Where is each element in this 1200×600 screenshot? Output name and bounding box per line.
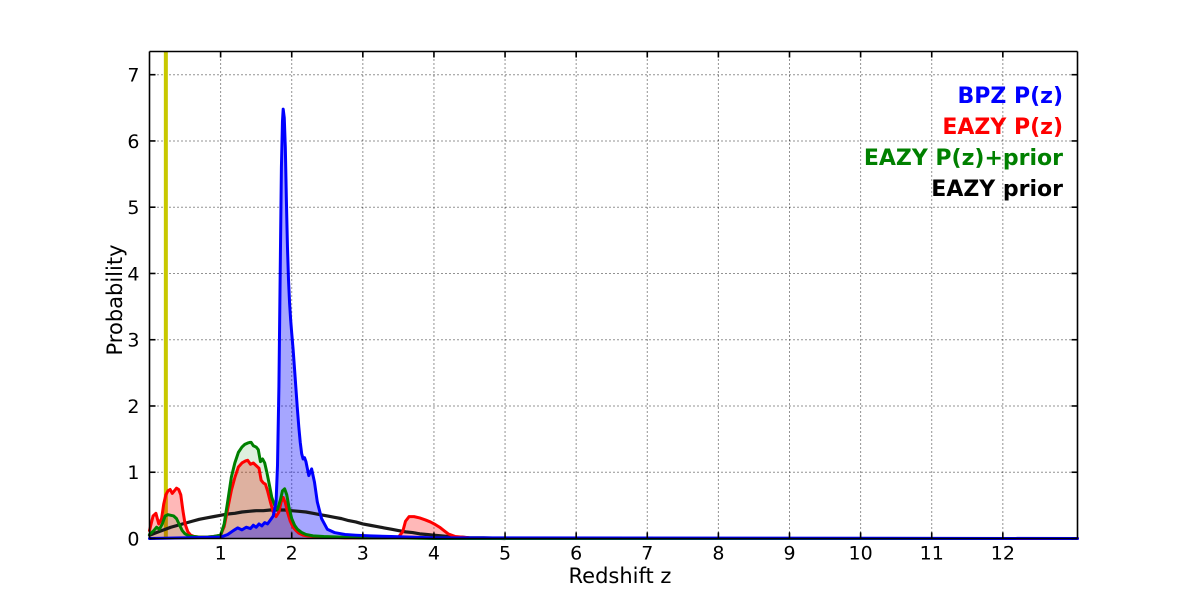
x-tick-label: 3 (357, 543, 369, 565)
y-tick-label: 1 (127, 462, 139, 484)
x-tick-labels: 1 2 3 4 5 6 7 8 9 10 11 12 (215, 543, 1015, 565)
x-tick-label: 5 (499, 543, 511, 565)
y-tick-labels: 0 1 2 3 4 5 6 7 (127, 65, 139, 551)
legend-item-eazy-prior: EAZY prior (931, 177, 1063, 202)
x-axis-title: Redshift z (569, 564, 672, 588)
x-tick-label: 9 (783, 543, 795, 565)
y-tick-label: 0 (127, 529, 139, 551)
axis-ticks (149, 51, 1078, 540)
y-tick-label: 3 (127, 330, 139, 352)
legend-item-bpz-p-z: BPZ P(z) (957, 84, 1063, 109)
x-tick-label: 11 (920, 543, 944, 565)
x-tick-label: 6 (570, 543, 582, 565)
axis-spines (148, 50, 1079, 540)
x-tick-label: 4 (428, 543, 440, 565)
series-line-paths (147, 107, 1079, 541)
series-line-eazy-p-z (148, 458, 1079, 540)
legend: BPZ P(z) EAZY P(z) EAZY P(z)+prior EAZY pri… (864, 84, 1063, 202)
x-tick-label: 12 (991, 543, 1015, 565)
x-tick-label: 10 (849, 543, 873, 565)
y-tick-label: 5 (127, 197, 139, 219)
x-tick-label: 7 (641, 543, 653, 565)
y-tick-label: 6 (127, 131, 139, 153)
y-tick-label: 2 (127, 396, 139, 418)
series-line-eazy-prior (147, 508, 507, 541)
x-tick-label: 1 (215, 543, 227, 565)
legend-item-eazy-p-z: EAZY P(z) (942, 115, 1063, 140)
legend-item-eazy-p-z-prior: EAZY P(z)+prior (864, 146, 1063, 171)
y-tick-label: 7 (127, 65, 139, 87)
y-gridlines (149, 74, 1078, 473)
x-tick-label: 8 (712, 543, 724, 565)
x-tick-label: 2 (286, 543, 298, 565)
y-tick-label: 4 (127, 263, 139, 285)
y-axis-title: Probability (103, 244, 127, 355)
series-line-eazy-p-z-prior (148, 440, 999, 540)
series-line-bpz-p-z (148, 107, 1079, 540)
